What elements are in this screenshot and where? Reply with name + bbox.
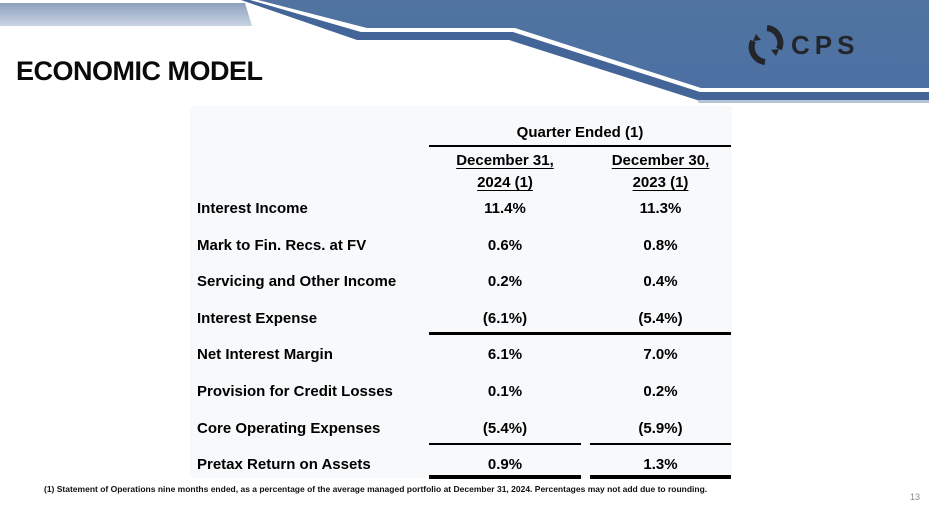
row-label: Interest Expense: [197, 309, 318, 327]
cps-swirl-icon: [748, 25, 784, 65]
total-rule-col1: [429, 475, 581, 479]
row-value-2024: 0.6%: [487, 236, 523, 254]
logo-text: CPS: [791, 29, 860, 60]
row-label: Mark to Fin. Recs. at FV: [197, 236, 367, 254]
header-banner: [0, 0, 929, 103]
row-value-2024: 6.1%: [487, 346, 523, 364]
row-value-2023: (5.4%): [638, 309, 683, 327]
footnote: (1) Statement of Operations nine months …: [44, 484, 708, 494]
row-value-2024: 0.2%: [487, 273, 523, 291]
cps-logo: CPS: [746, 24, 859, 66]
row-label: Provision for Credit Losses: [197, 383, 393, 400]
row-label: Core Operating Expenses: [197, 419, 381, 437]
subtotal-rule-col2: [590, 443, 731, 445]
subtotal-rule-col1: [429, 443, 581, 445]
row-value-2023: 0.8%: [643, 236, 678, 254]
row-value-2024: (5.4%): [482, 419, 528, 437]
row-value-2023: 7.0%: [643, 346, 678, 364]
total-rule-col2: [590, 475, 731, 479]
accent-bar: [0, 3, 252, 26]
column-header-2024: December 31, 2024 (1): [456, 152, 554, 191]
column-header-2023: December 30, 2023 (1): [611, 152, 710, 191]
page-number: 13: [909, 492, 920, 502]
page-title: ECONOMIC MODEL: [16, 56, 263, 86]
row-value-2023: 0.4%: [643, 273, 678, 291]
banner-shadow-line: [697, 100, 929, 103]
row-label: Pretax Return on Assets: [197, 456, 371, 474]
header-group-rule: [429, 145, 731, 147]
table-header-group: Quarter Ended (1): [516, 124, 644, 141]
row-value-2023: 11.3%: [639, 200, 682, 217]
row-value-2024: 0.1%: [487, 383, 523, 400]
row-label: Net Interest Margin: [197, 346, 333, 364]
row-value-2024: (6.1%): [482, 309, 528, 327]
row-value-2024: 11.4%: [484, 200, 526, 217]
row-value-2023: (5.9%): [638, 419, 683, 437]
row-value-2023: 1.3%: [643, 456, 678, 474]
row-label: Interest Income: [197, 200, 308, 217]
banner-body: [258, 0, 929, 88]
row-label: Servicing and Other Income: [197, 273, 397, 291]
row-value-2023: 0.2%: [643, 383, 678, 400]
row-value-2024: 0.9%: [487, 456, 523, 474]
subtotal-rule-wide: [429, 332, 731, 335]
table-background-panel: [190, 106, 732, 478]
